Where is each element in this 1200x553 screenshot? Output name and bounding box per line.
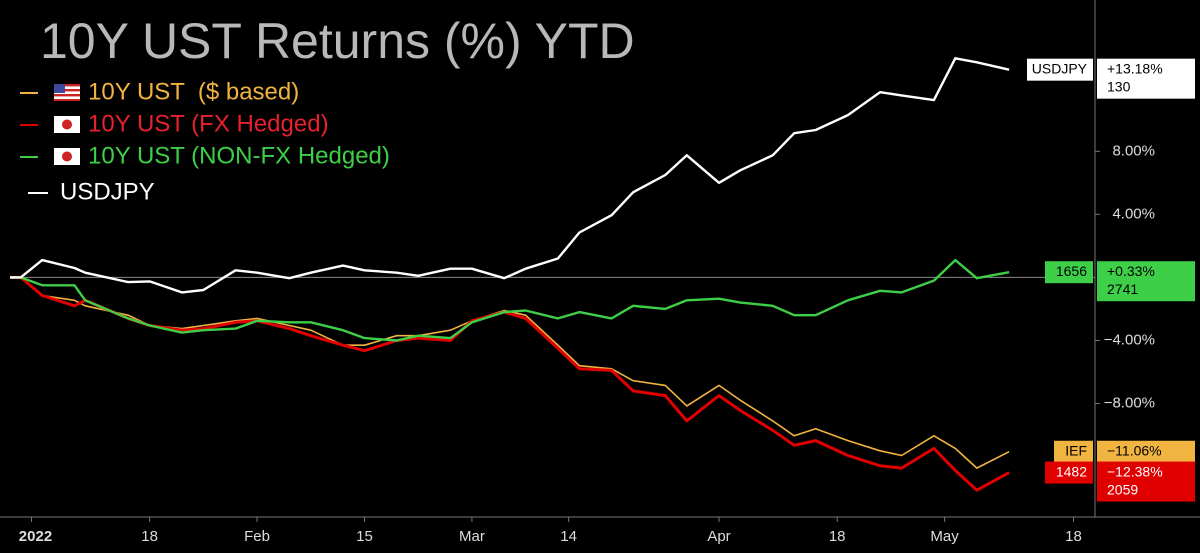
end-value-box: [1097, 58, 1195, 99]
legend-label: 10Y UST (FX Hedged): [88, 110, 329, 137]
end-tag: IEF: [1065, 442, 1087, 458]
x-tick-label: 14: [560, 528, 577, 545]
plot-area: [10, 57, 1095, 492]
end-tag-box: [1054, 440, 1093, 463]
end-sub: 2059: [1107, 481, 1138, 497]
end-value: +13.18%: [1107, 60, 1163, 76]
end-tag-box: [1045, 461, 1093, 484]
end-tag-box: [1027, 58, 1093, 81]
end-label: USDJPY +13.18% 130: [1027, 58, 1195, 99]
end-tag: 1482: [1056, 463, 1087, 479]
chart-title: 10Y UST Returns (%) YTD: [40, 13, 635, 69]
x-tick-label: 2022: [19, 528, 52, 545]
end-sub: 130: [1107, 78, 1131, 94]
jp-flag: [54, 116, 80, 133]
y-tick-label: −8.00%: [1104, 394, 1155, 411]
end-value: −12.38%: [1107, 463, 1163, 479]
x-tick-label: 18: [1065, 528, 1082, 545]
y-tick-label: 4.00%: [1112, 205, 1155, 222]
legend-label: 10Y UST (NON-FX Hedged): [88, 142, 390, 169]
x-tick-label: Feb: [244, 528, 270, 545]
end-value: +0.33%: [1107, 263, 1155, 279]
end-sub: 2741: [1107, 281, 1138, 297]
x-tick-label: 15: [356, 528, 373, 545]
end-value-box: [1097, 261, 1195, 302]
x-tick-label: 18: [829, 528, 846, 545]
end-label: 1656 +0.33% 2741: [1045, 261, 1195, 302]
x-tick-label: Apr: [707, 528, 730, 545]
y-tick-label: −4.00%: [1104, 331, 1155, 348]
y-tick-label: 8.00%: [1112, 142, 1155, 159]
end-label: 1482 −12.38% 2059: [1045, 461, 1195, 502]
end-tag: 1656: [1056, 263, 1087, 279]
x-tick-label: Mar: [459, 528, 485, 545]
end-tag: USDJPY: [1032, 60, 1088, 76]
legend: 10Y UST ($ based) 10Y UST (FX Hedged) 10Y …: [20, 78, 390, 205]
series-line: [10, 258, 1010, 342]
us-flag: [54, 84, 80, 101]
series-line: [10, 57, 1010, 294]
x-tick-label: May: [930, 528, 959, 545]
end-value: −11.06%: [1107, 442, 1162, 458]
x-tick-label: 18: [141, 528, 158, 545]
legend-label: 10Y UST ($ based): [88, 78, 299, 105]
jp-flag: [54, 148, 80, 165]
legend-label: USDJPY: [60, 178, 155, 205]
end-value-box: [1097, 461, 1195, 502]
end-tag-box: [1045, 261, 1093, 284]
